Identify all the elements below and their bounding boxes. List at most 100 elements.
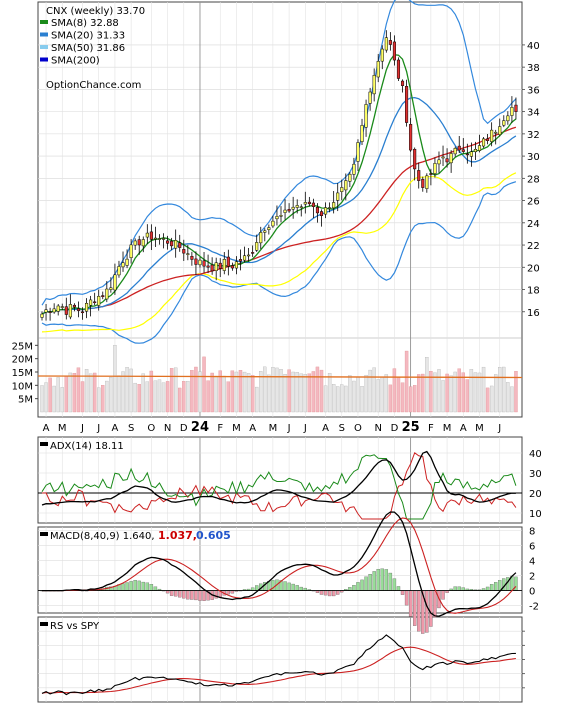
volume-bar	[336, 386, 340, 413]
volume-bar	[52, 385, 56, 413]
volume-bar	[469, 369, 474, 413]
candle-body	[121, 262, 125, 268]
macd-histogram-bar	[380, 568, 384, 591]
volume-bar	[133, 382, 137, 413]
volume-bar	[173, 367, 178, 413]
volume-bar	[275, 367, 279, 413]
candle-body	[242, 255, 247, 261]
volume-bar	[388, 384, 393, 413]
macd-histogram-bar	[489, 584, 494, 591]
macd-histogram-bar	[250, 587, 255, 591]
main-panel-frame	[37, 1, 523, 418]
candle-body	[247, 254, 251, 257]
candle-body	[384, 37, 388, 51]
rs-legend-swatch	[40, 622, 48, 626]
candle-body	[498, 126, 502, 135]
candle-body	[68, 304, 72, 318]
volume-bar	[255, 386, 259, 413]
x-axis-label: A	[322, 423, 329, 434]
volume-bar	[92, 372, 97, 413]
volume-bar	[449, 375, 453, 413]
candle-body	[145, 232, 149, 238]
volume-bar	[400, 382, 405, 413]
volume-bar	[453, 371, 457, 413]
volume-bar	[303, 374, 307, 413]
volume-bar	[246, 373, 251, 413]
candle-body	[514, 104, 518, 112]
macd-histogram-bar	[173, 590, 178, 597]
x-axis-label: O	[354, 423, 362, 434]
x-axis-label: D	[180, 423, 188, 434]
volume-bar	[295, 372, 299, 413]
x-axis-label: M	[443, 423, 452, 434]
volume-bar	[437, 369, 441, 413]
volume-bar	[461, 372, 465, 413]
volume-bar	[429, 371, 433, 413]
price-tick-label: 40	[527, 41, 540, 52]
candle-body	[178, 242, 182, 248]
candle-body	[510, 107, 514, 116]
candle-body	[234, 261, 238, 269]
volume-bar	[238, 370, 243, 413]
price-tick-label: 38	[527, 63, 540, 74]
candle-body	[481, 138, 486, 147]
x-axis-label: O	[147, 423, 155, 434]
macd-histogram-bar	[485, 586, 490, 591]
candle-body	[400, 80, 405, 86]
macd-histogram-bar	[295, 585, 299, 591]
candle-body	[161, 238, 166, 240]
volume-bar	[408, 386, 413, 413]
macd-histogram-bar	[137, 580, 141, 591]
macd-histogram-bar	[129, 581, 133, 591]
candle-body	[263, 230, 267, 233]
candle-body	[457, 145, 461, 151]
macd-histogram-bar	[417, 590, 421, 632]
volume-bar	[125, 367, 129, 413]
candle-body	[336, 192, 340, 201]
volume-bar	[331, 384, 336, 413]
candle-body	[299, 206, 303, 209]
sma8-line	[41, 54, 517, 315]
volume-bar	[502, 366, 506, 413]
volume-bar	[477, 372, 482, 413]
volume-bar	[97, 387, 101, 413]
candle-body	[441, 156, 445, 159]
macd-histogram-bar	[372, 571, 376, 591]
x-axis-label: M	[269, 423, 278, 434]
candle-body	[392, 41, 396, 61]
candle-body	[137, 239, 141, 246]
macd-histogram-bar	[356, 582, 360, 591]
volume-bar	[360, 386, 364, 413]
x-axis-label: F	[217, 423, 223, 434]
candle-body	[190, 256, 194, 260]
volume-bar	[384, 374, 389, 413]
candle-body	[238, 259, 243, 262]
candle-body	[194, 258, 198, 265]
candle-body	[113, 274, 117, 291]
macd-legend-swatch	[40, 532, 48, 536]
candle-body	[166, 240, 170, 244]
volume-bar	[279, 369, 283, 413]
candle-body	[429, 173, 433, 175]
volume-bar	[445, 373, 449, 413]
volume-bar	[84, 369, 89, 413]
volume-bar	[121, 371, 125, 413]
candle-body	[490, 129, 494, 142]
candle-body	[486, 138, 490, 141]
candle-body	[56, 305, 60, 312]
volume-bar	[56, 377, 60, 413]
volume-bar	[441, 380, 445, 413]
candle-body	[93, 301, 97, 304]
candle-body	[157, 238, 162, 240]
volume-bar	[64, 375, 68, 413]
legend-swatch	[40, 20, 48, 24]
macd-tick-label: -2	[529, 602, 539, 613]
macd-histogram-bar	[364, 576, 368, 591]
macd-histogram-bar	[230, 590, 235, 594]
volume-bar	[113, 345, 117, 413]
x-axis-label: J	[287, 423, 291, 434]
volume-bar	[356, 376, 360, 413]
price-tick-label: 30	[527, 152, 540, 163]
macd-histogram-bar	[287, 582, 291, 591]
volume-bar	[311, 371, 316, 413]
